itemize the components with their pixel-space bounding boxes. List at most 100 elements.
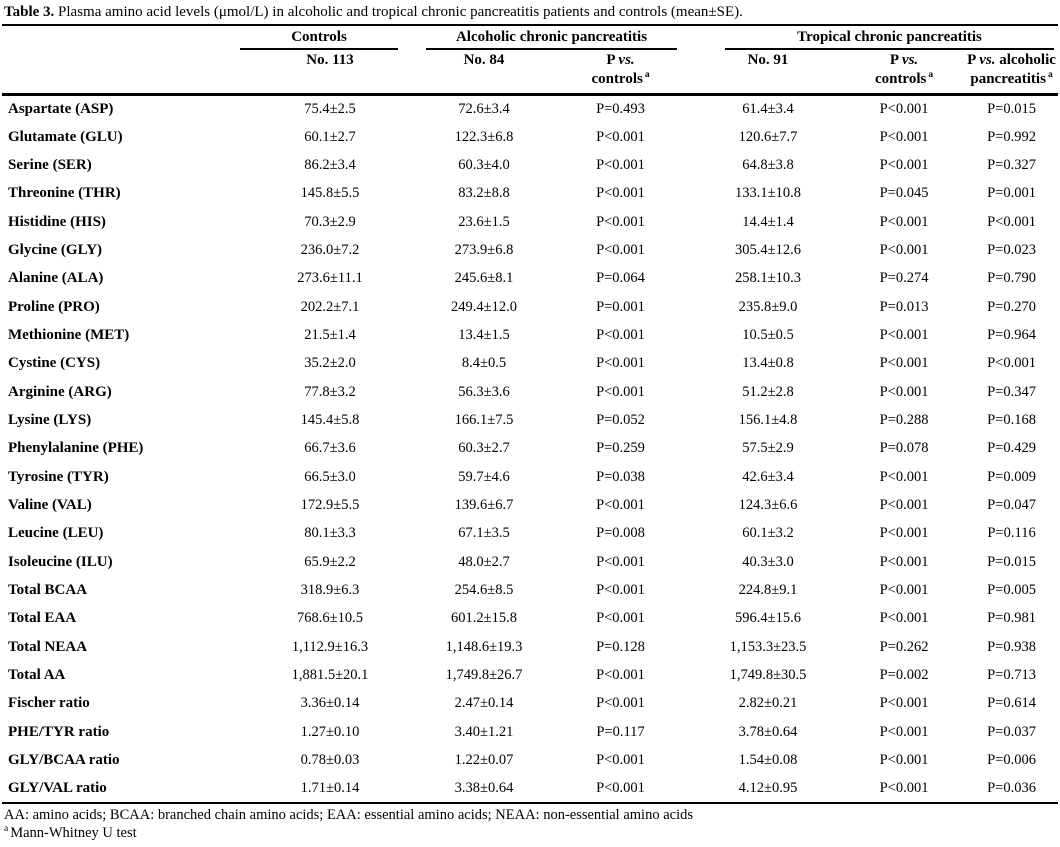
cell-value: 3.38±0.64: [454, 779, 514, 796]
cell-value: P=0.005: [987, 582, 1036, 599]
cell-value: P=0.015: [987, 100, 1036, 117]
table-number: Table 3.: [4, 4, 55, 20]
cell-value: P=0.064: [596, 270, 645, 287]
cell-value: 72.6±3.4: [458, 100, 510, 117]
cell-value: P=0.938: [987, 638, 1036, 655]
col-header-p-vs-alcoholic: P vs. alcoholic pancreatitis a: [965, 50, 1059, 96]
cell-value: P<0.001: [596, 496, 645, 513]
cell-value: P<0.001: [596, 128, 645, 145]
group-header-alcoholic: Alcoholic chronic pancreatitis: [420, 26, 693, 50]
group-header-row: Controls Alcoholic chronic pancreatitis …: [2, 26, 1058, 50]
empty-corner-cell: [2, 50, 240, 96]
cell-value: P<0.001: [879, 128, 929, 145]
row-label: Glycine (GLY): [8, 241, 103, 258]
cell-value: P<0.001: [879, 496, 929, 513]
cell-value: 133.1±10.8: [735, 185, 801, 202]
cell-value: 254.6±8.5: [454, 582, 514, 599]
cell-value: 245.6±8.1: [454, 270, 514, 287]
table-row: Total NEAA 1,112.9±16.3 1,148.6±19.3 P=0.12…: [2, 633, 1058, 661]
cell-value: P=0.614: [987, 695, 1036, 712]
cell-value: 768.6±10.5: [297, 610, 363, 627]
cell-value: P<0.001: [879, 383, 929, 400]
cell-value: 235.8±9.0: [738, 298, 798, 315]
cell-value: P<0.001: [879, 610, 929, 627]
cell-value: 56.3±3.6: [458, 383, 510, 400]
cell-value: P<0.001: [596, 779, 645, 796]
cell-value: P<0.001: [987, 355, 1036, 372]
cell-value: P=0.038: [596, 468, 645, 485]
table-row: Leucine (LEU) 80.1±3.3 67.1±3.5 P=0.008 60.1…: [2, 520, 1058, 548]
row-label: Total BCAA: [8, 582, 88, 599]
cell-value: P=0.117: [596, 723, 645, 740]
cell-value: P=0.713: [987, 667, 1036, 684]
row-label: Total AA: [8, 667, 66, 684]
cell-value: 249.4±12.0: [451, 298, 517, 315]
cell-value: P=0.259: [596, 440, 645, 457]
cell-value: P=0.078: [879, 440, 929, 457]
cell-value: 10.5±0.5: [742, 326, 794, 343]
cell-value: 156.1±4.8: [738, 411, 798, 428]
cell-value: P=0.001: [596, 298, 645, 315]
cell-value: 66.5±3.0: [304, 468, 356, 485]
table-row: Arginine (ARG) 77.8±3.2 56.3±3.6 P<0.001 51.…: [2, 378, 1058, 406]
data-table: Controls Alcoholic chronic pancreatitis …: [2, 26, 1059, 804]
cell-value: 75.4±2.5: [304, 100, 356, 117]
table-row: Tyrosine (TYR) 66.5±3.0 59.7±4.6 P=0.038 42.…: [2, 463, 1058, 491]
table-row: Valine (VAL) 172.9±5.5 139.6±6.7 P<0.001 124…: [2, 491, 1058, 519]
empty-corner-cell: [2, 26, 240, 50]
table-title: Table 3. Plasma amino acid levels (μmol/…: [2, 3, 1058, 26]
cell-value: 124.3±6.6: [738, 496, 798, 513]
table-caption: Plasma amino acid levels (μmol/L) in alc…: [54, 4, 743, 20]
table-row: Phenylalanine (PHE) 66.7±3.6 60.3±2.7 P=0.2…: [2, 435, 1058, 463]
table-row: Methionine (MET) 21.5±1.4 13.4±1.5 P<0.001 1…: [2, 321, 1058, 349]
row-label: Proline (PRO): [8, 298, 100, 315]
col-header-p-vs-controls-alc: P vs. controls a: [548, 50, 694, 96]
cell-value: P=0.001: [987, 185, 1036, 202]
cell-value: 67.1±3.5: [458, 525, 510, 542]
sub-header-row: No. 113 No. 84 P vs. controls a No. 91 P …: [2, 50, 1059, 96]
table-row: Cystine (CYS) 35.2±2.0 8.4±0.5 P<0.001 13.4±…: [2, 350, 1058, 378]
row-label: Threonine (THR): [8, 185, 121, 202]
cell-value: P=0.992: [987, 128, 1036, 145]
cell-value: 145.8±5.5: [300, 185, 360, 202]
cell-value: P=0.023: [987, 241, 1036, 258]
cell-value: P<0.001: [596, 355, 645, 372]
cell-value: P<0.001: [879, 355, 929, 372]
cell-value: P<0.001: [879, 752, 929, 769]
cell-value: P<0.001: [596, 213, 645, 230]
table-footnotes: AA: amino acids; BCAA: branched chain am…: [2, 804, 1058, 842]
cell-value: 64.8±3.8: [742, 156, 794, 173]
cell-value: 139.6±6.7: [454, 496, 514, 513]
cell-value: P=0.964: [987, 326, 1036, 343]
table-row: Total EAA 768.6±10.5 601.2±15.8 P<0.001 596.…: [2, 605, 1058, 633]
col-header-p-vs-controls-trop: P vs. controls a: [843, 50, 966, 96]
cell-value: 60.3±4.0: [458, 156, 510, 173]
cell-value: 1,148.6±19.3: [445, 638, 523, 655]
cell-value: 1.71±0.14: [300, 779, 360, 796]
cell-value: 42.6±3.4: [742, 468, 794, 485]
cell-value: 1,881.5±20.1: [291, 667, 369, 684]
cell-value: P=0.274: [879, 270, 929, 287]
cell-value: P<0.001: [879, 100, 929, 117]
table-row: GLY/BCAA ratio 0.78±0.03 1.22±0.07 P<0.001 1…: [2, 746, 1058, 774]
cell-value: 4.12±0.95: [738, 779, 798, 796]
cell-value: 236.0±7.2: [300, 241, 360, 258]
cell-value: P<0.001: [987, 213, 1036, 230]
cell-value: 1.22±0.07: [454, 752, 514, 769]
cell-value: 120.6±7.7: [738, 128, 798, 145]
cell-value: P<0.001: [596, 752, 645, 769]
cell-value: P=0.327: [987, 156, 1036, 173]
cell-value: P=0.015: [987, 553, 1036, 570]
row-label: Total NEAA: [8, 638, 88, 655]
cell-value: P=0.037: [987, 723, 1036, 740]
row-label: Leucine (LEU): [8, 525, 104, 542]
statistical-test-note: a Mann-Whitney U test: [4, 824, 137, 842]
cell-value: 1,153.3±23.5: [729, 638, 807, 655]
cell-value: P=0.047: [987, 496, 1036, 513]
row-label: Alanine (ALA): [8, 270, 104, 287]
cell-value: 166.1±7.5: [454, 411, 514, 428]
cell-value: P=0.116: [987, 525, 1036, 542]
row-label: Arginine (ARG): [8, 383, 112, 400]
row-label: Histidine (HIS): [8, 213, 106, 230]
cell-value: P=0.008: [596, 525, 645, 542]
